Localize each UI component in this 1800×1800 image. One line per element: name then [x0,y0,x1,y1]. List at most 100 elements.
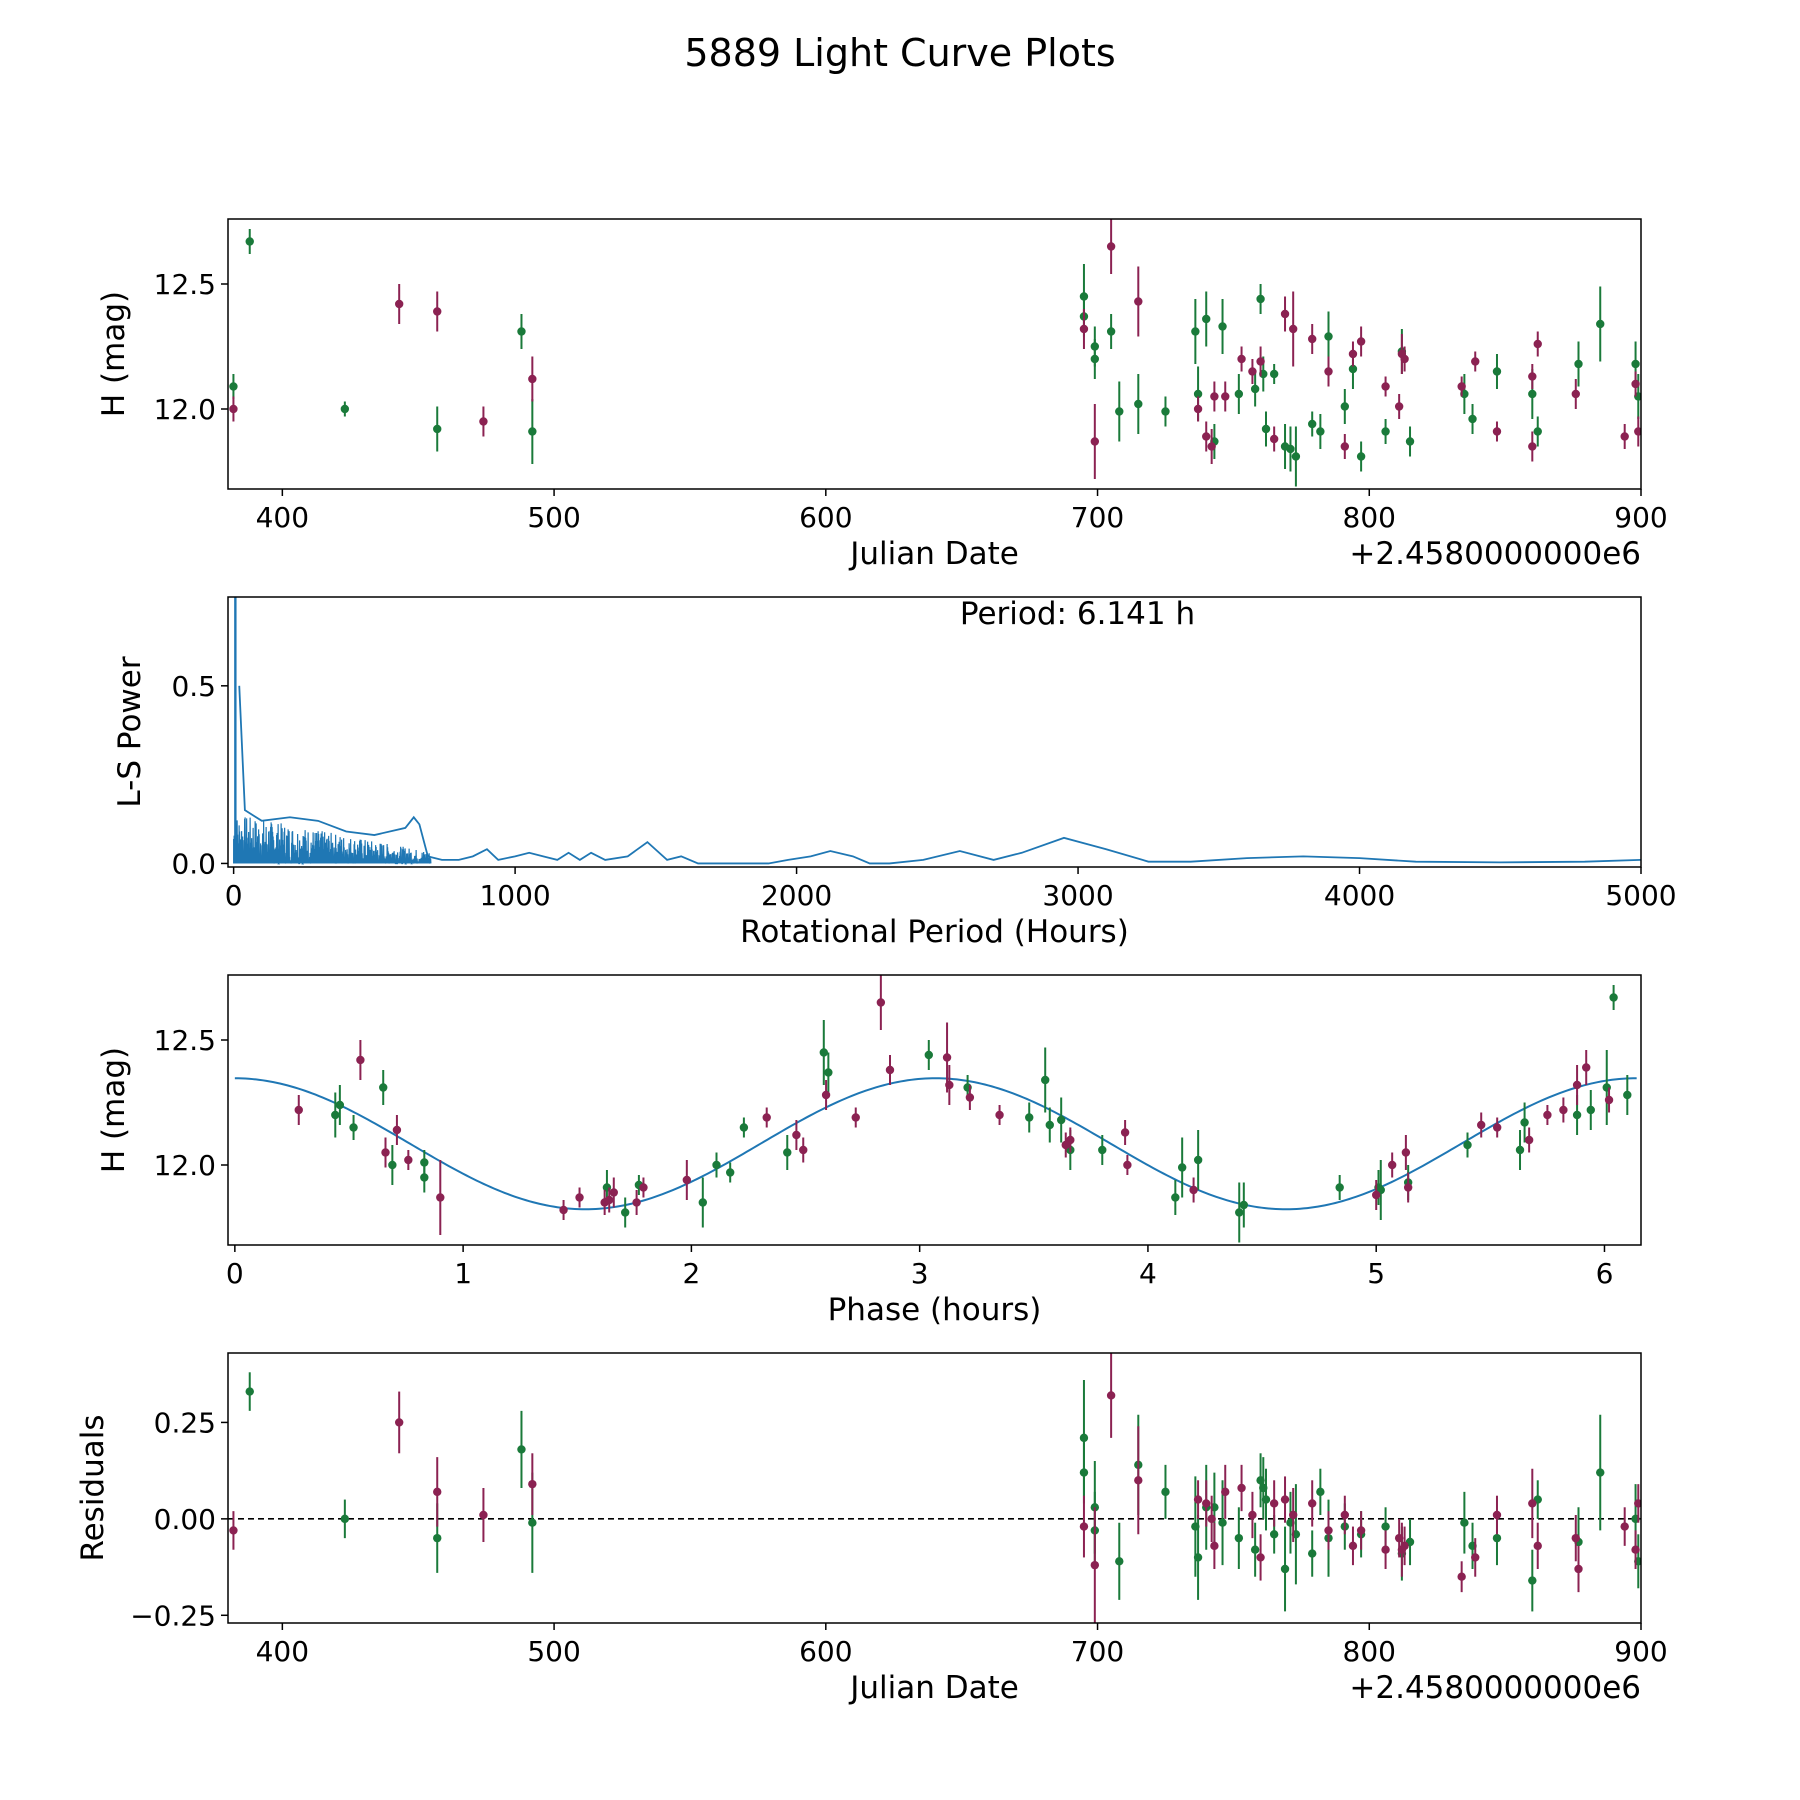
data-point-magenta [1134,1426,1143,1535]
data-point-magenta [821,1080,831,1110]
data-point-green [517,1410,526,1488]
y-tick-label: 12.5 [154,1024,216,1057]
data-point-magenta [1471,351,1480,372]
data-point-magenta [436,1160,445,1235]
data-point-magenta [1403,1172,1413,1203]
marker [1348,349,1358,359]
data-point-magenta [1221,381,1230,412]
marker [1457,382,1466,391]
data-point-magenta [1620,424,1629,449]
marker [1528,1499,1537,1508]
phase-fold-panel: 0 1 2 3 4 5 6 12.0 12.5 Phase (hours) H (mag) [96,974,1642,1328]
marker [517,1445,526,1454]
data-point-magenta [479,406,488,437]
marker [1634,427,1641,436]
marker [1221,1487,1230,1497]
marker [1528,442,1537,451]
data-point-magenta [1210,1522,1219,1569]
marker [739,1123,749,1132]
marker [1256,1553,1265,1562]
data-point-green [245,1372,254,1411]
marker [1193,1155,1203,1165]
data-point-green [1280,1526,1290,1612]
data-point-magenta [1269,426,1279,452]
y-tick-label: 12.0 [154,393,216,426]
data-point-green [1134,374,1143,434]
phase-fold-y-axis-label: H (mag) [96,1047,132,1173]
data-point-green [1335,1175,1344,1200]
marker [1324,367,1333,376]
data-point-magenta [1543,1105,1552,1125]
x-tick-label: 600 [799,501,852,534]
marker [575,1193,584,1202]
marker [1090,354,1100,364]
data-point-green [1025,1102,1034,1133]
data-point-magenta [1280,1476,1290,1523]
data-point-magenta [356,1040,365,1080]
data-point-magenta [1120,1120,1130,1145]
data-point-magenta [1090,404,1100,479]
data-point-magenta [1237,346,1246,372]
y-tick-label: 0.0 [171,847,216,880]
marker [245,237,254,246]
marker [356,1055,365,1065]
marker [1134,399,1143,409]
data-point-green [1515,1130,1525,1170]
marker [1090,1560,1100,1570]
marker [1631,379,1640,389]
data-point-magenta [1381,376,1390,397]
residuals-y-axis-label: Residuals [75,1414,111,1561]
marker [1620,432,1629,441]
data-point-green [1405,1518,1415,1566]
marker [1288,324,1298,334]
marker [1210,392,1219,401]
marker [1269,1499,1279,1508]
marker [1191,327,1200,336]
marker [1234,1533,1244,1543]
y-tick-label: 12.5 [154,268,216,301]
data-point-green [1291,426,1301,487]
marker [1161,1487,1170,1497]
y-tick-label: 0.5 [171,670,216,703]
marker [1280,1564,1290,1574]
x-tick-label: 400 [256,1635,309,1668]
marker [1574,1564,1583,1574]
marker [1477,1120,1486,1130]
marker [528,427,537,436]
marker [1340,1510,1350,1520]
marker [1291,452,1301,461]
marker [1356,452,1366,461]
marker [942,1053,952,1062]
data-point-magenta [1387,1152,1397,1178]
data-point-magenta [995,1105,1004,1125]
data-point-magenta [1123,1155,1132,1175]
x-tick-label: 900 [1614,1635,1667,1668]
data-point-magenta [1457,1561,1466,1593]
marker [1324,332,1333,341]
data-point-magenta [1492,421,1502,442]
marker [1400,354,1409,364]
data-point-magenta [1394,394,1404,419]
data-point-magenta [851,1107,860,1128]
marker [1171,1193,1180,1202]
x-tick-label: 4000 [1324,879,1395,912]
marker [294,1105,303,1115]
marker [1572,1110,1582,1120]
marker [1381,382,1390,391]
data-point-magenta [381,1137,390,1168]
data-point-magenta [1574,1545,1583,1593]
marker [965,1093,975,1102]
data-point-green [1356,441,1366,472]
marker [1340,442,1350,451]
marker [1177,1163,1187,1172]
data-point-green [1115,1522,1124,1600]
phase-fold-plot-area [234,975,1637,1243]
marker [1269,1530,1279,1539]
data-point-magenta [1189,1177,1198,1203]
marker [1631,359,1640,369]
marker [851,1113,860,1122]
marker [229,404,238,414]
data-point-magenta [799,1137,808,1163]
data-point-magenta [965,1085,975,1110]
data-point-magenta [229,396,238,422]
